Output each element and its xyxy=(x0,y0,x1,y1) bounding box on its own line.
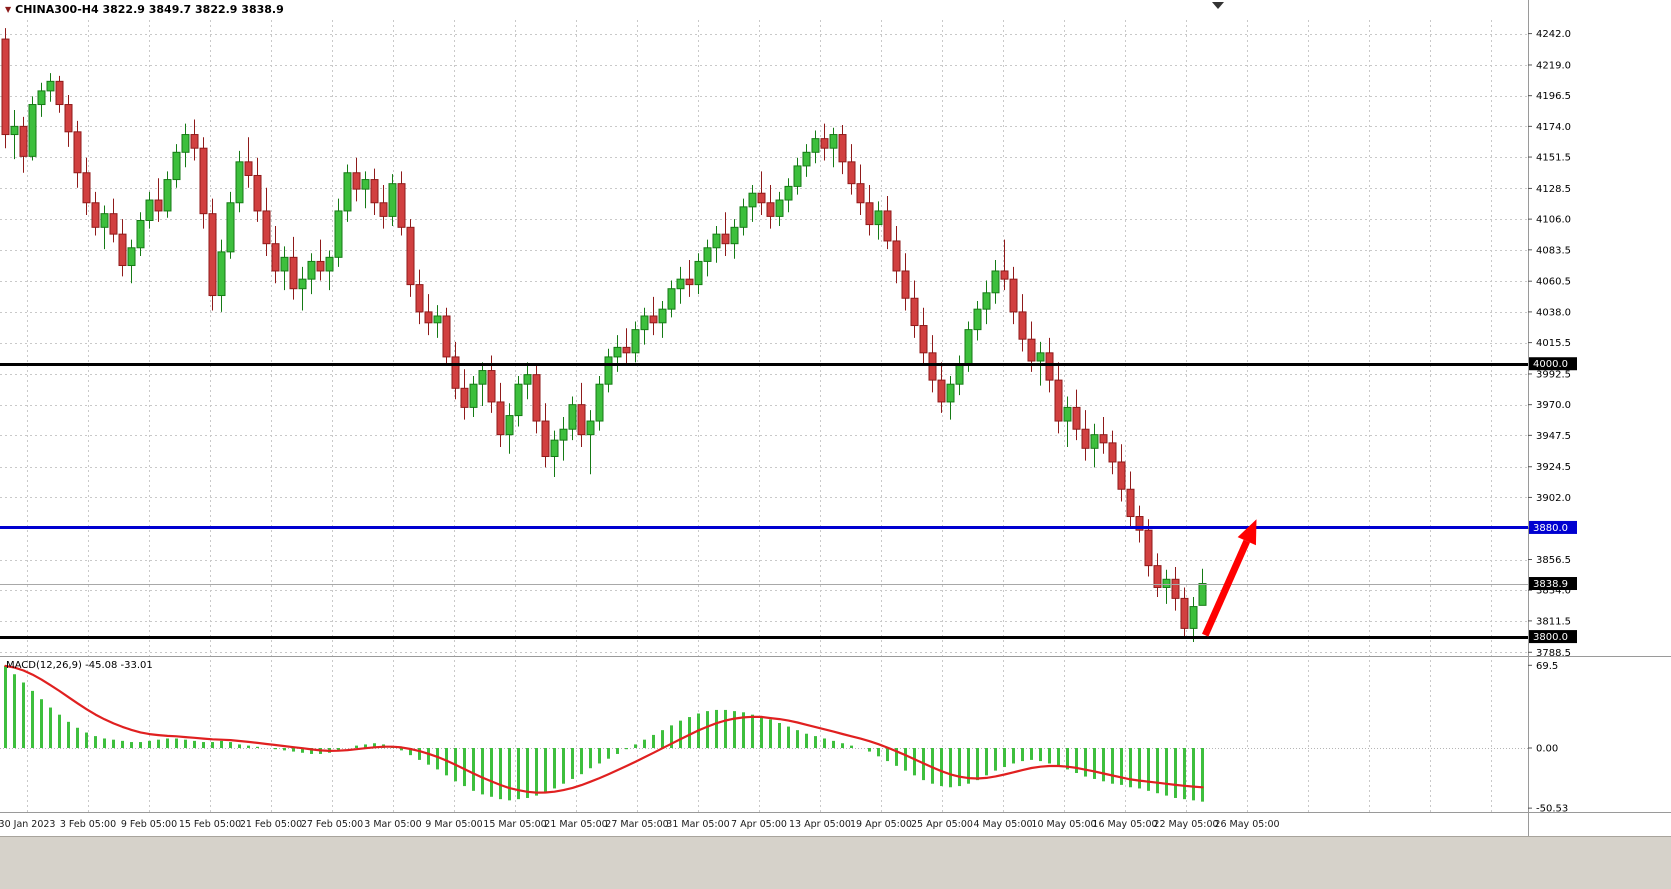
chart-shift-marker-icon[interactable] xyxy=(1212,2,1224,9)
svg-text:3788.5: 3788.5 xyxy=(1536,648,1571,659)
svg-text:21 Feb 05:00: 21 Feb 05:00 xyxy=(240,819,302,830)
horizontal-levels[interactable] xyxy=(0,363,1528,639)
svg-text:4000.0: 4000.0 xyxy=(1533,359,1568,370)
svg-text:3902.0: 3902.0 xyxy=(1536,493,1571,504)
svg-text:4128.5: 4128.5 xyxy=(1536,184,1571,195)
svg-text:9 Mar 05:00: 9 Mar 05:00 xyxy=(425,819,482,830)
svg-text:3970.0: 3970.0 xyxy=(1536,400,1571,411)
price-badge-3880.0 xyxy=(1529,520,1577,534)
svg-text:30 Jan 2023: 30 Jan 2023 xyxy=(0,819,55,830)
svg-text:69.5: 69.5 xyxy=(1536,661,1558,672)
price-badge-3800.0 xyxy=(1529,630,1577,644)
price-badge-4000.0 xyxy=(1529,357,1577,371)
svg-text:3 Mar 05:00: 3 Mar 05:00 xyxy=(364,819,421,830)
svg-text:4151.5: 4151.5 xyxy=(1536,153,1571,164)
svg-text:4242.0: 4242.0 xyxy=(1536,29,1571,40)
svg-text:4060.5: 4060.5 xyxy=(1536,277,1571,288)
svg-text:10 May 05:00: 10 May 05:00 xyxy=(1031,819,1096,830)
svg-text:3 Feb 05:00: 3 Feb 05:00 xyxy=(60,819,116,830)
svg-text:3880.0: 3880.0 xyxy=(1533,523,1568,534)
svg-text:4038.0: 4038.0 xyxy=(1536,307,1571,318)
svg-text:21 Mar 05:00: 21 Mar 05:00 xyxy=(544,819,607,830)
svg-text:3992.5: 3992.5 xyxy=(1536,369,1571,380)
svg-text:22 May 05:00: 22 May 05:00 xyxy=(1153,819,1218,830)
svg-text:31 Mar 05:00: 31 Mar 05:00 xyxy=(666,819,729,830)
svg-text:4 May 05:00: 4 May 05:00 xyxy=(973,819,1032,830)
svg-text:4196.5: 4196.5 xyxy=(1536,91,1571,102)
candlestick-series xyxy=(1,28,1207,643)
chart-title-bar: ▼ CHINA300-H4 3822.9 3849.7 3822.9 3838.… xyxy=(5,3,284,16)
svg-text:13 Apr 05:00: 13 Apr 05:00 xyxy=(789,819,851,830)
svg-text:3800.0: 3800.0 xyxy=(1533,632,1568,643)
svg-text:16 May 05:00: 16 May 05:00 xyxy=(1092,819,1157,830)
svg-text:25 Apr 05:00: 25 Apr 05:00 xyxy=(911,819,973,830)
svg-text:3834.0: 3834.0 xyxy=(1536,586,1571,597)
svg-text:3924.5: 3924.5 xyxy=(1536,462,1571,473)
svg-text:3856.5: 3856.5 xyxy=(1536,555,1571,566)
svg-text:9 Feb 05:00: 9 Feb 05:00 xyxy=(121,819,177,830)
macd-indicator-label: MACD(12,26,9) -45.08 -33.01 xyxy=(6,660,153,671)
price-scale[interactable]: 4242.0 4219.0 4196.5 4174.0 4151.5 4128.5 4106… xyxy=(1528,29,1577,815)
svg-text:4015.5: 4015.5 xyxy=(1536,338,1571,349)
svg-text:19 Apr 05:00: 19 Apr 05:00 xyxy=(850,819,912,830)
svg-text:4083.5: 4083.5 xyxy=(1536,245,1571,256)
svg-text:27 Feb 05:00: 27 Feb 05:00 xyxy=(301,819,363,830)
trend-arrow[interactable] xyxy=(1201,519,1257,637)
svg-text:26 May 05:00: 26 May 05:00 xyxy=(1214,819,1279,830)
symbol-marker-icon: ▼ xyxy=(5,4,12,14)
window-bottom-strip xyxy=(0,836,1671,889)
macd-signal-line xyxy=(4,664,1204,794)
svg-text:27 Mar 05:00: 27 Mar 05:00 xyxy=(605,819,668,830)
svg-text:3838.9: 3838.9 xyxy=(1533,579,1568,590)
svg-text:3811.5: 3811.5 xyxy=(1536,616,1571,627)
svg-text:4174.0: 4174.0 xyxy=(1536,122,1571,133)
svg-text:4106.0: 4106.0 xyxy=(1536,215,1571,226)
svg-text:0.00: 0.00 xyxy=(1536,744,1558,755)
time-scale[interactable]: 30 Jan 2023 3 Feb 05:00 9 Feb 05:00 15 Feb … xyxy=(0,819,1280,830)
price-badge-3838.9 xyxy=(1529,577,1577,591)
svg-text:4219.0: 4219.0 xyxy=(1536,60,1571,71)
svg-text:-50.53: -50.53 xyxy=(1536,804,1568,815)
symbol-ohlc-label: CHINA300-H4 3822.9 3849.7 3822.9 3838.9 xyxy=(15,3,284,16)
panel-separators xyxy=(0,0,1671,836)
svg-text:7 Apr 05:00: 7 Apr 05:00 xyxy=(731,819,787,830)
svg-text:15 Mar 05:00: 15 Mar 05:00 xyxy=(483,819,546,830)
svg-text:15 Feb 05:00: 15 Feb 05:00 xyxy=(179,819,241,830)
svg-text:3947.5: 3947.5 xyxy=(1536,431,1571,442)
